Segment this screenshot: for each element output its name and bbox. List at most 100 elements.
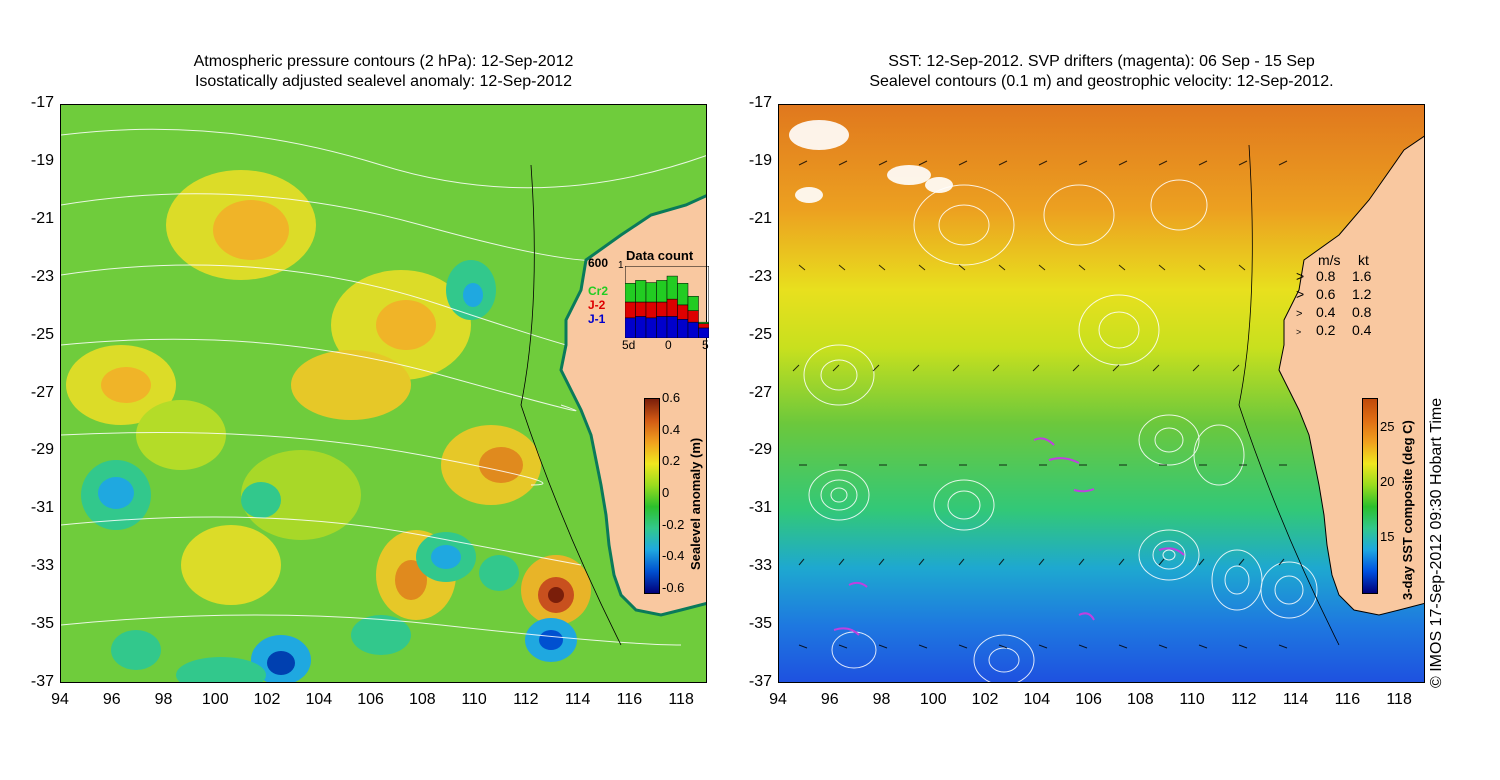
right-lon-tick: 112 <box>1231 691 1257 708</box>
right-lon-tick: 108 <box>1126 691 1154 708</box>
data-count-bar-cr2 <box>698 321 709 324</box>
data-count-bar-cr2 <box>687 295 699 311</box>
data-count-bar-cr2 <box>645 282 657 303</box>
data-count-bar-j1 <box>698 327 709 338</box>
velocity-ms-3: 0.4 <box>1316 304 1336 320</box>
velocity-legend-row-4: > 0.2 0.4 <box>1296 322 1416 338</box>
sst-colorbar-ticks: 25 20 15 <box>1380 398 1410 592</box>
data-count-bar-j1 <box>666 316 678 338</box>
vector-arrow-icon: > <box>1296 327 1302 337</box>
left-lon-tick: 98 <box>154 691 173 708</box>
sst-colorbar: 25 20 15 <box>1362 398 1422 598</box>
sst-colorbar-gradient <box>1362 398 1378 594</box>
sealevel-colorbar-tick: -0.4 <box>662 548 685 564</box>
left-lat-tick: -37 <box>30 673 54 690</box>
legend-j2: J-2 <box>588 298 606 312</box>
right-title-line1: SST: 12-Sep-2012. SVP drifters (magenta)… <box>888 53 1315 70</box>
velocity-kt-4: 0.4 <box>1352 322 1372 338</box>
left-lat-tick: -21 <box>30 209 54 227</box>
data-count-bar-j2 <box>625 301 636 319</box>
left-lat-tick: -35 <box>30 615 54 633</box>
left-lon-tick: 106 <box>357 691 384 708</box>
left-lon-tick: 100 <box>201 691 229 708</box>
right-lat-tick: -29 <box>748 441 772 459</box>
data-count-bar-j1 <box>645 317 657 338</box>
right-lat-tick: -19 <box>748 151 772 169</box>
left-lon-tick: 108 <box>408 691 436 708</box>
left-lon-tick: 104 <box>305 691 333 708</box>
sealevel-anomaly-map[interactable] <box>60 104 707 683</box>
velocity-kt-2: 1.2 <box>1352 286 1372 302</box>
sealevel-colorbar-tick: 0 <box>662 485 670 500</box>
left-lat-tick: -31 <box>30 499 54 517</box>
left-lon-tick: 94 <box>51 691 69 708</box>
data-count-title: Data count <box>626 248 694 263</box>
sst-map[interactable] <box>778 104 1425 683</box>
left-lat-tick: -17 <box>30 94 54 111</box>
right-lon-tick: 106 <box>1075 691 1102 708</box>
right-lat-tick: -23 <box>748 267 772 285</box>
left-lon-tick: 116 <box>616 691 643 708</box>
left-lon-tick: 114 <box>564 691 591 708</box>
left-lat-tick: -25 <box>30 325 54 343</box>
velocity-kt-1: 1.6 <box>1352 268 1372 284</box>
left-lat-tick: -29 <box>30 441 54 459</box>
vector-arrow-icon: > <box>1296 308 1303 320</box>
anomaly-blobs <box>66 170 591 682</box>
data-count-bar-j2 <box>645 301 657 319</box>
left-lon-tick: 102 <box>253 691 281 708</box>
data-count-bar-cr2 <box>656 280 668 303</box>
right-lon-tick: 104 <box>1023 691 1051 708</box>
sst-colorbar-tick: 20 <box>1380 473 1395 489</box>
left-lat-tick: -27 <box>30 383 54 401</box>
data-count-xtick-5: 5 <box>702 338 709 352</box>
sst-colorbar-tick: 25 <box>1380 418 1395 434</box>
data-count-bar-cr2 <box>635 280 647 303</box>
data-count-xtick-5d: 5d <box>622 338 636 352</box>
velocity-legend-header-kt: kt <box>1358 252 1369 268</box>
data-count-bar-cr2 <box>625 283 636 303</box>
left-lat-tick: -23 <box>30 267 54 285</box>
sealevel-colorbar-tick: 0.6 <box>662 390 681 405</box>
right-lon-tick: 118 <box>1386 691 1412 708</box>
right-lon-tick: 110 <box>1179 691 1205 708</box>
data-count-bar-j2 <box>656 301 668 317</box>
cloud-patches <box>789 120 953 203</box>
vector-arrow-icon: > <box>1296 286 1305 302</box>
data-count-inset: Data count 1 600 Cr2 J-2 J-1 5d 0 5 <box>570 246 710 356</box>
velocity-legend-row-2: > 0.6 1.2 <box>1296 286 1416 302</box>
velocity-ms-4: 0.2 <box>1316 322 1336 338</box>
velocity-kt-3: 0.8 <box>1352 304 1372 320</box>
sealevel-colorbar-label: Sealevel anomaly (m) <box>688 437 703 570</box>
sealevel-colorbar: 0.6 0.4 0.2 0 -0.2 -0.4 -0.6 <box>644 390 714 598</box>
drifter-tracks <box>833 437 1185 636</box>
data-count-bar-j1 <box>635 316 647 338</box>
data-count-bar-j1 <box>625 317 636 338</box>
sealevel-contours <box>803 179 1318 682</box>
right-lon-tick: 98 <box>872 691 891 708</box>
velocity-legend-header-ms: m/s <box>1318 252 1341 268</box>
right-title: SST: 12-Sep-2012. SVP drifters (magenta)… <box>778 52 1425 92</box>
velocity-legend: m/s kt > 0.8 1.6 > 0.6 1.2 > 0.4 0.8 > 0… <box>1296 252 1418 342</box>
data-count-top-tick: 1 <box>618 260 624 271</box>
data-count-600-label: 600 <box>588 256 609 270</box>
vector-arrow-icon: > <box>1296 268 1305 284</box>
left-lon-tick: 110 <box>461 691 487 708</box>
velocity-legend-row-3: > 0.4 0.8 <box>1296 304 1416 320</box>
data-count-bar-j1 <box>687 321 699 338</box>
right-lat-tick: -17 <box>748 94 772 111</box>
right-lon-tick: 114 <box>1282 691 1309 708</box>
right-title-line2: Sealevel contours (0.1 m) and geostrophi… <box>869 73 1334 90</box>
data-count-bar-j2 <box>677 304 689 320</box>
data-count-bar-j2 <box>666 298 678 317</box>
left-lat-tick: -19 <box>30 151 54 169</box>
legend-j1: J-1 <box>588 312 606 326</box>
left-title-line1: Atmospheric pressure contours (2 hPa): 1… <box>193 53 574 70</box>
left-title-line2: Isostatically adjusted sealevel anomaly:… <box>194 73 573 90</box>
imos-credit: © IMOS 17-Sep-2012 09:30 Hobart Time <box>1428 397 1445 688</box>
left-title: Atmospheric pressure contours (2 hPa): 1… <box>60 52 707 92</box>
legend-cr2: Cr2 <box>588 284 609 298</box>
sealevel-colorbar-tick: -0.6 <box>662 580 685 595</box>
data-count-bar-j2 <box>635 301 647 317</box>
left-lon-tick: 96 <box>102 691 121 708</box>
